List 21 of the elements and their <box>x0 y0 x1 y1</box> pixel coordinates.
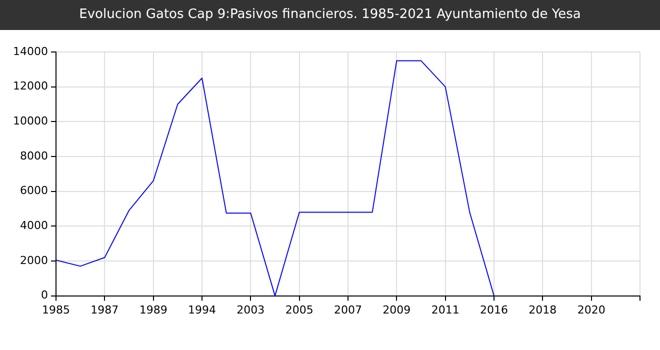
x-tick-label: 2018 <box>528 303 557 316</box>
y-tick-label: 12000 <box>12 80 48 93</box>
x-tick-label: 2020 <box>577 303 606 316</box>
chart-title: Evolucion Gatos Cap 9:Pasivos financieros. 1985-2021 Ayuntamiento de Yesa <box>0 0 660 30</box>
y-tick-label: 2000 <box>20 254 48 267</box>
x-tick-label: 2009 <box>382 303 411 316</box>
x-tick-label: 1994 <box>188 303 216 316</box>
y-tick-label: 6000 <box>20 184 48 198</box>
x-tick-label: 2011 <box>431 303 460 316</box>
x-tick-label: 2007 <box>334 303 362 316</box>
x-tick-label: 1989 <box>139 303 168 316</box>
y-tick-label: 4000 <box>20 219 48 232</box>
y-tick-label: 8000 <box>20 149 48 162</box>
x-tick-label: 2005 <box>285 303 314 316</box>
y-tick-label: 10000 <box>12 114 48 128</box>
x-tick-label: 2016 <box>480 303 508 316</box>
y-tick-label: 14000 <box>12 44 48 58</box>
x-tick-label: 1985 <box>42 303 70 316</box>
y-tick-label: 0 <box>40 288 48 302</box>
x-tick-label: 2003 <box>236 303 265 316</box>
x-tick-label: 1987 <box>90 303 119 316</box>
